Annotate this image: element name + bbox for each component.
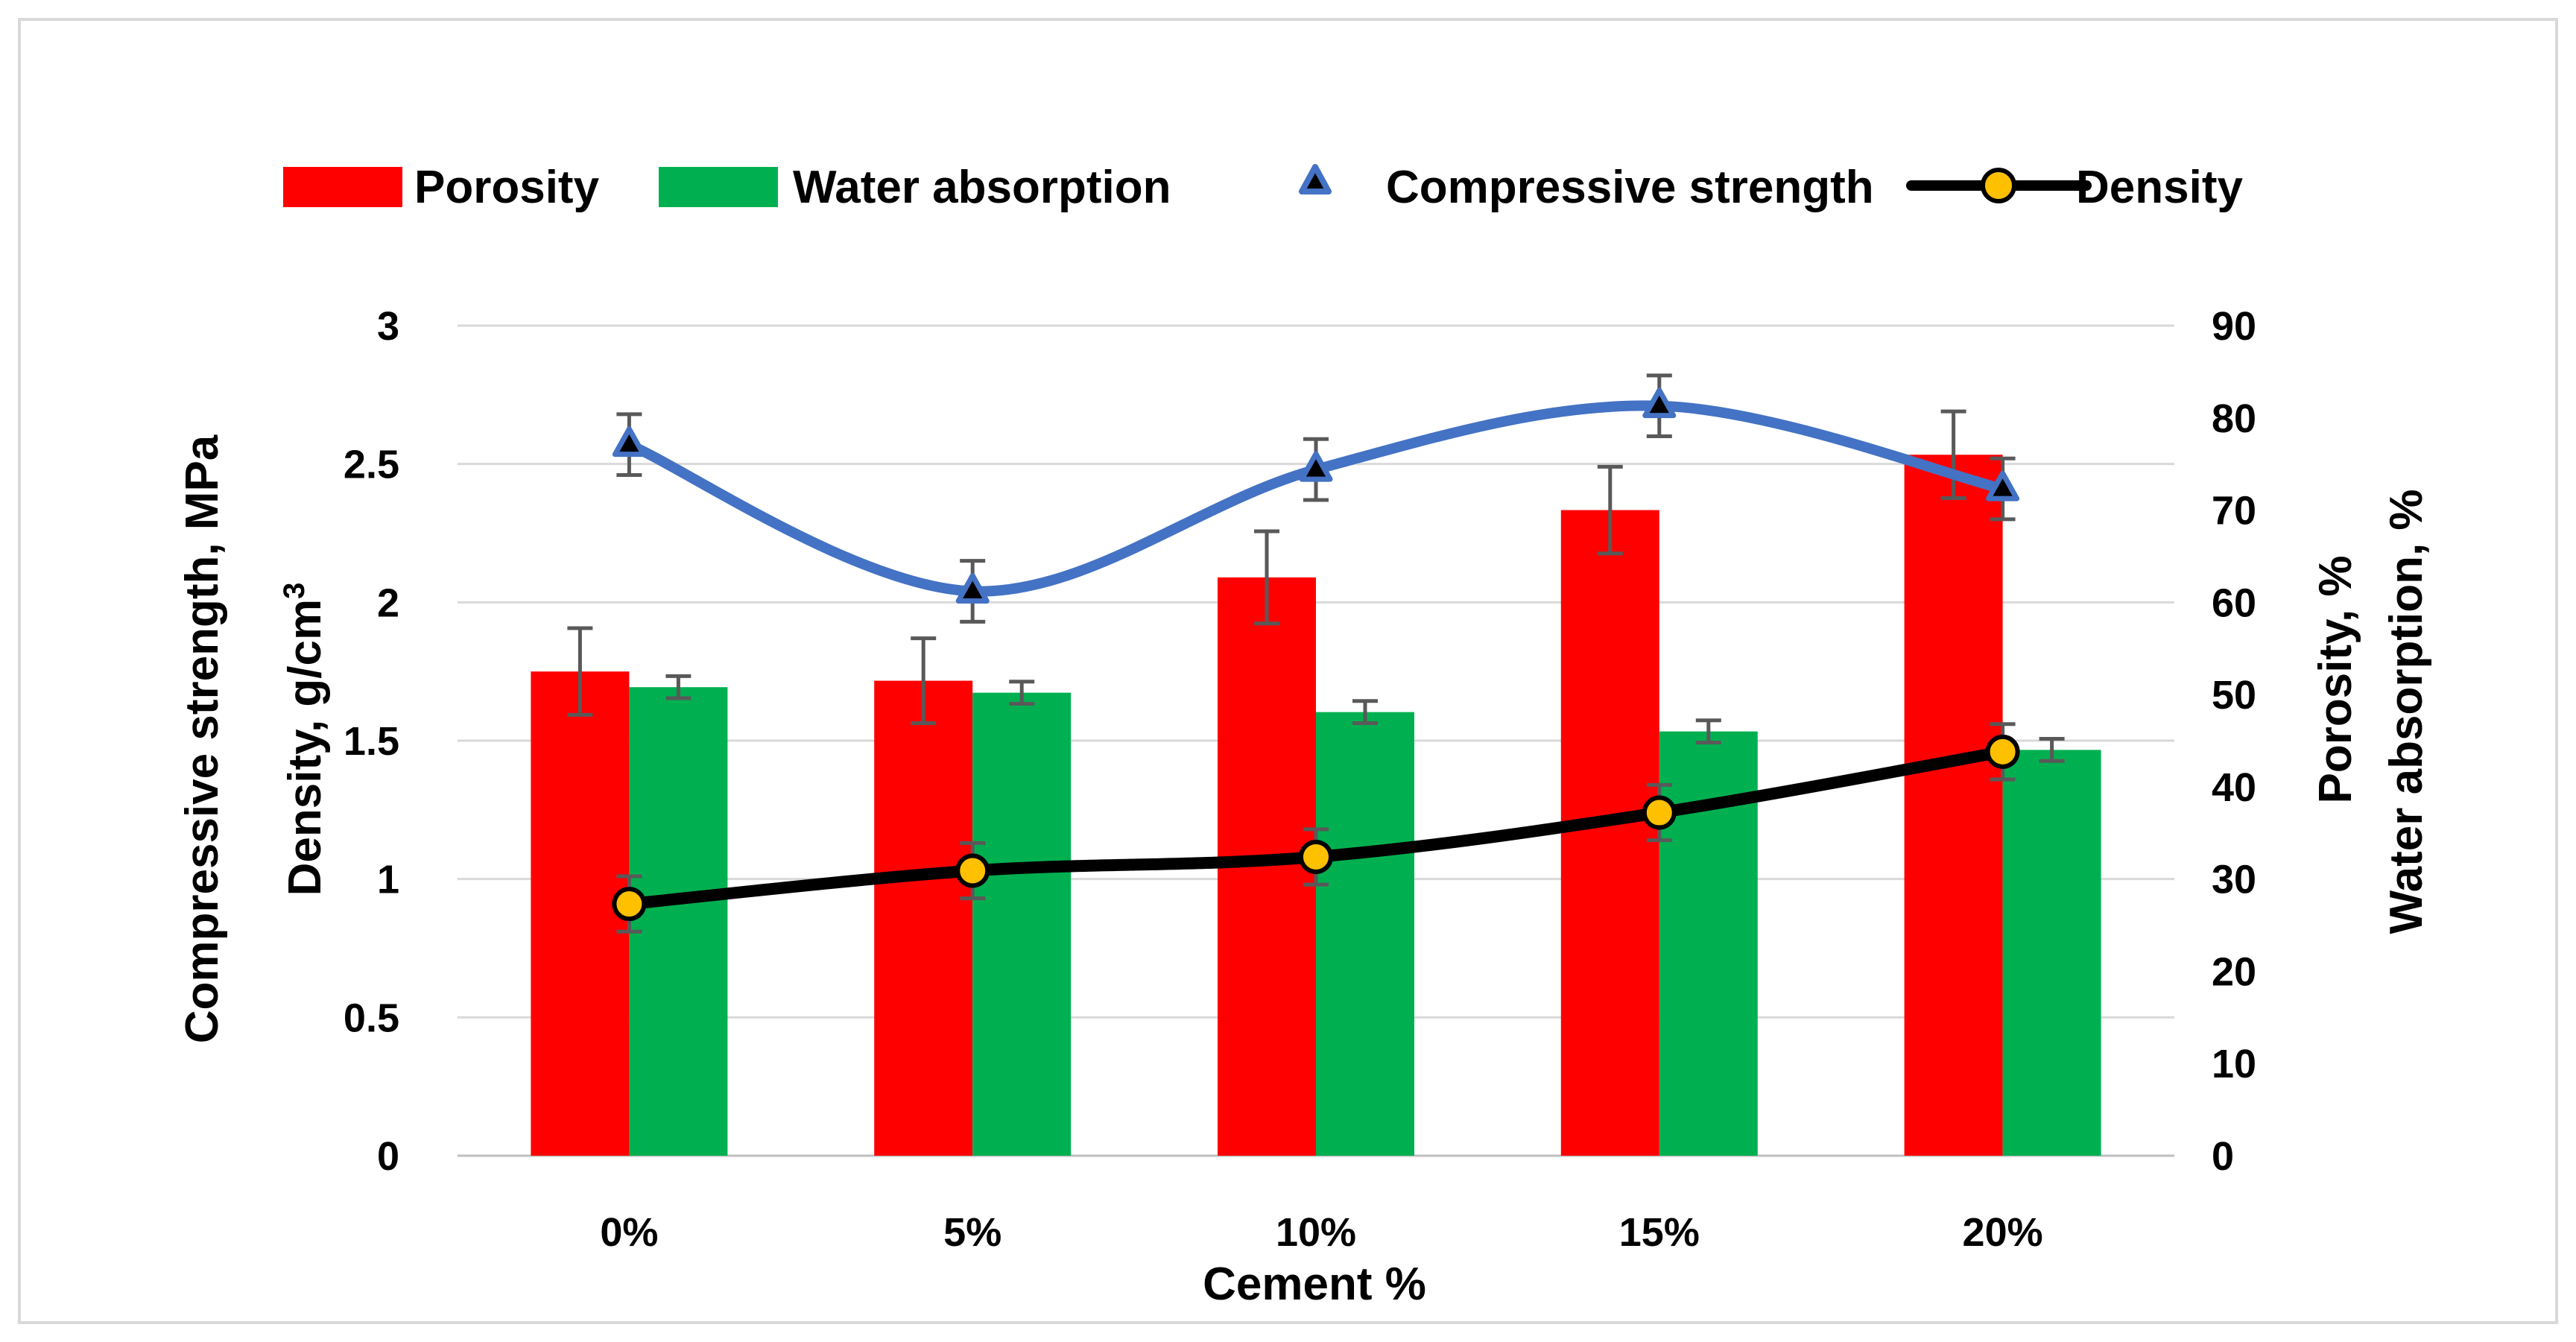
y-left-tick-label: 1.5 bbox=[344, 719, 399, 764]
x-tick-label: 0% bbox=[600, 1210, 658, 1255]
y-right-tick-label: 70 bbox=[2212, 489, 2256, 534]
marker-density bbox=[1985, 734, 2020, 769]
x-axis-title: Cement % bbox=[1203, 1259, 1426, 1310]
legend-swatch-water-absorption bbox=[659, 167, 778, 207]
legend-marker-density bbox=[1981, 168, 2016, 203]
y-right-tick-label: 80 bbox=[2212, 396, 2256, 441]
error-bar-porosity bbox=[1597, 464, 1623, 556]
y-left-tick-label: 3 bbox=[377, 304, 399, 349]
y-right-tick-label: 0 bbox=[2212, 1134, 2234, 1179]
marker-density bbox=[1299, 839, 1333, 874]
x-tick-label: 5% bbox=[943, 1210, 1001, 1255]
bar-porosity bbox=[874, 680, 973, 1156]
marker-density bbox=[955, 853, 990, 888]
legend: Porosity Water absorption Compressive st… bbox=[283, 162, 2243, 213]
error-bar-water-absorption bbox=[2039, 737, 2065, 763]
legend-label-water-absorption: Water absorption bbox=[793, 162, 1171, 213]
y-axis-left-title-line-1: Compressive strength, MPa bbox=[177, 434, 228, 1043]
y-right-tick-label: 30 bbox=[2212, 858, 2256, 902]
y-left-tick-label: 0 bbox=[377, 1134, 399, 1179]
error-bar-porosity bbox=[567, 626, 593, 717]
error-bar-water-absorption bbox=[1352, 699, 1378, 725]
x-tick-label: 10% bbox=[1276, 1210, 1356, 1255]
legend-label-density: Density bbox=[2076, 162, 2243, 213]
legend-marker-compressive-strength bbox=[1299, 164, 1332, 194]
y-left-tick-label: 1 bbox=[377, 858, 399, 902]
error-bar-water-absorption bbox=[1009, 680, 1035, 706]
y-axis-right-title-line-1: Porosity, % bbox=[2310, 555, 2361, 803]
x-tick-label: 15% bbox=[1619, 1210, 1700, 1255]
y-right-tick-label: 50 bbox=[2212, 673, 2256, 718]
y-right-tick-label: 60 bbox=[2212, 580, 2256, 625]
error-bar-water-absorption bbox=[665, 674, 692, 700]
bar-series bbox=[531, 409, 2101, 1156]
y-axis-right-title-line-2: Water absorption, % bbox=[2381, 489, 2432, 934]
bar-water-absorption bbox=[972, 692, 1072, 1156]
y-left-tick-label: 0.5 bbox=[344, 996, 399, 1040]
error-bar-porosity bbox=[911, 636, 937, 725]
y-axis-right-title: Porosity, % Water absorption, % bbox=[2310, 489, 2432, 934]
bar-porosity bbox=[531, 671, 630, 1156]
marker-compressive-strength bbox=[1299, 451, 1333, 482]
marker-compressive-strength bbox=[1986, 470, 2020, 501]
y-right-tick-label: 40 bbox=[2212, 765, 2256, 810]
bar-porosity bbox=[1560, 510, 1659, 1156]
y-left-tick-label: 2.5 bbox=[344, 443, 399, 487]
bar-water-absorption bbox=[629, 687, 728, 1156]
bar-porosity bbox=[1904, 455, 2003, 1156]
x-tick-label: 20% bbox=[1963, 1210, 2043, 1255]
marker-compressive-strength bbox=[1642, 387, 1677, 419]
y-right-tick-label: 90 bbox=[2212, 304, 2256, 349]
error-bar-water-absorption bbox=[1695, 718, 1721, 744]
y-right-tick-label: 10 bbox=[2212, 1042, 2256, 1086]
legend-swatch-porosity bbox=[283, 167, 402, 207]
density-unit-superscript: 3 bbox=[278, 583, 311, 599]
y-axis-left-title: Compressive strength, MPa Density, g/cm3 bbox=[177, 434, 331, 1043]
line-series bbox=[612, 373, 2020, 934]
y-left-tick-label: 2 bbox=[377, 580, 399, 625]
marker-compressive-strength bbox=[612, 426, 646, 458]
marker-compressive-strength bbox=[955, 572, 990, 604]
error-bar-porosity bbox=[1254, 529, 1279, 626]
marker-density bbox=[1642, 795, 1677, 830]
density-unit-text: Density, g/cm bbox=[279, 599, 331, 896]
legend-label-porosity: Porosity bbox=[414, 162, 600, 213]
bar-water-absorption bbox=[2002, 750, 2101, 1156]
marker-density bbox=[612, 887, 647, 922]
legend-label-compressive-strength: Compressive strength bbox=[1386, 162, 1874, 213]
y-right-tick-label: 20 bbox=[2212, 949, 2256, 994]
y-axis-left-title-line-2: Density, g/cm3 bbox=[278, 583, 331, 896]
error-bar-porosity bbox=[1940, 409, 1966, 500]
bar-water-absorption bbox=[1316, 712, 1414, 1156]
